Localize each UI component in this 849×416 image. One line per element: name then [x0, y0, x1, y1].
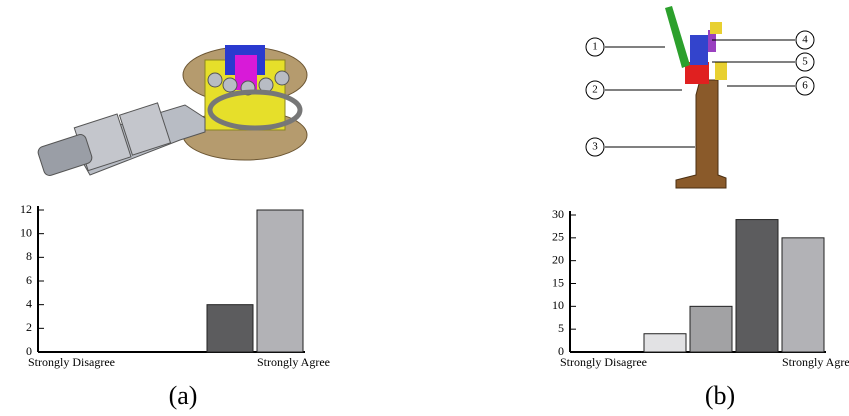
bar: [644, 334, 686, 352]
callout-label: 4: [802, 34, 808, 46]
x-tick-label: Strongly Agree: [782, 355, 849, 369]
bar: [782, 238, 824, 352]
x-tick-label: Strongly Disagree: [28, 355, 115, 369]
bracket-illustration: 1 2 3 4 5 6: [586, 6, 814, 188]
y-tick-label: 4: [26, 296, 32, 310]
y-tick-label: 5: [558, 321, 564, 335]
callout-label: 2: [592, 84, 598, 96]
y-tick-label: 12: [20, 202, 32, 216]
bar: [736, 220, 778, 352]
callout-label: 5: [802, 56, 808, 68]
bar: [690, 306, 732, 352]
x-tick-label: Strongly Agree: [257, 355, 330, 369]
rod-end-illustration: [37, 45, 307, 177]
bar: [207, 305, 253, 352]
y-tick-label: 30: [552, 207, 564, 221]
y-tick-label: 10: [552, 298, 564, 312]
callout-label: 3: [592, 141, 598, 153]
y-tick-label: 15: [552, 275, 564, 289]
y-tick-label: 25: [552, 230, 564, 244]
y-tick-label: 10: [20, 225, 32, 239]
y-tick-label: 6: [26, 273, 32, 287]
callout-label: 6: [802, 80, 808, 92]
figure: 1 2 3 4 5 6 (a) (b) 024681012Strongly Di…: [0, 0, 849, 416]
caption: (b): [705, 381, 735, 410]
x-tick-label: Strongly Disagree: [560, 355, 647, 369]
y-tick-label: 8: [26, 249, 32, 263]
caption: (a): [169, 381, 198, 410]
bar: [257, 210, 303, 352]
callout-label: 1: [592, 41, 598, 53]
y-tick-label: 2: [26, 320, 32, 334]
y-tick-label: 20: [552, 252, 564, 266]
